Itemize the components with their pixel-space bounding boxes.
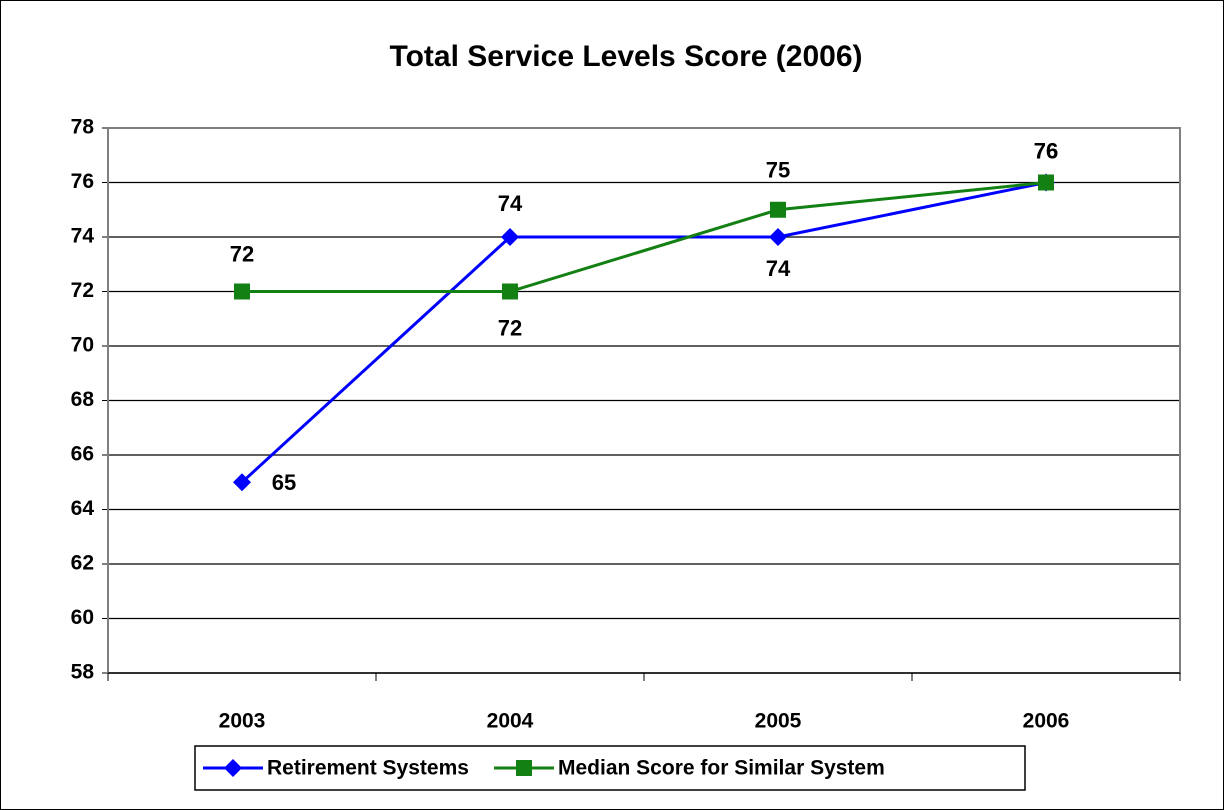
y-tick-label: 78 xyxy=(71,116,95,139)
x-tick-label: 2006 xyxy=(1023,710,1070,733)
y-tick-label: 62 xyxy=(71,552,94,575)
legend-box xyxy=(194,745,1026,791)
x-tick-label: 2005 xyxy=(755,710,802,733)
marker xyxy=(501,228,519,246)
y-tick-label: 74 xyxy=(71,225,95,248)
y-tick-label: 72 xyxy=(71,279,94,302)
marker xyxy=(234,283,250,300)
chart-title: Total Service Levels Score (2006) xyxy=(389,40,862,73)
marker xyxy=(233,473,251,492)
marker xyxy=(769,228,787,246)
data-label: 76 xyxy=(1034,138,1058,163)
marker xyxy=(224,759,242,777)
y-tick-label: 64 xyxy=(71,497,95,520)
series-line xyxy=(242,181,1047,293)
y-tick-label: 76 xyxy=(71,170,94,193)
y-tick-label: 66 xyxy=(71,443,94,466)
marker xyxy=(1038,174,1054,191)
data-label: 72 xyxy=(230,241,254,266)
y-tick-label: 70 xyxy=(71,334,94,357)
x-tick-label: 2004 xyxy=(487,710,534,733)
marker xyxy=(770,201,786,218)
data-label: 74 xyxy=(498,191,523,216)
legend-label: Retirement Systems xyxy=(267,757,469,780)
y-tick-label: 58 xyxy=(71,661,95,684)
marker xyxy=(502,283,518,300)
data-label: 76 xyxy=(1034,138,1058,163)
marker xyxy=(516,760,532,776)
data-label: 75 xyxy=(766,158,790,183)
y-tick-label: 68 xyxy=(71,388,95,411)
series-line xyxy=(240,181,1047,484)
legend-label: Median Score for Similar System xyxy=(558,757,885,780)
data-label: 74 xyxy=(766,256,791,281)
data-label: 72 xyxy=(498,315,522,340)
y-tick-label: 60 xyxy=(71,606,94,629)
x-tick-label: 2003 xyxy=(219,710,266,733)
data-label: 65 xyxy=(272,470,296,495)
